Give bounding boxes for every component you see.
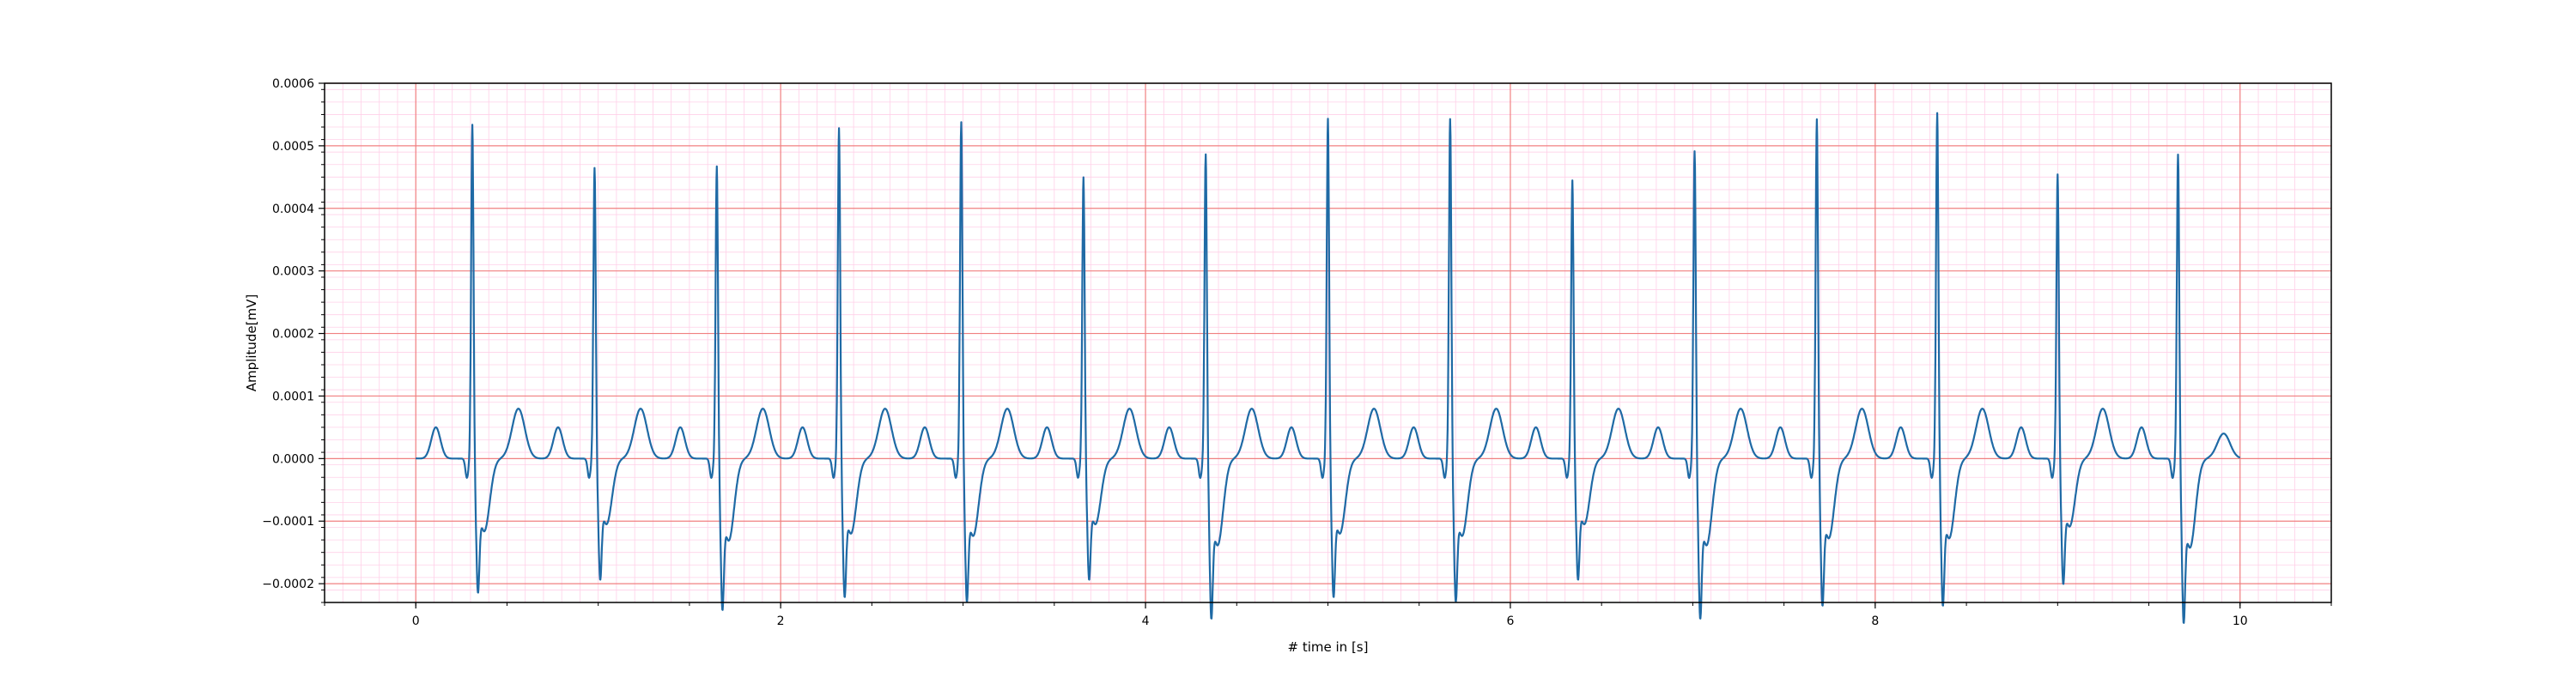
- y-tick-label: 0.0003: [272, 265, 314, 279]
- y-axis-label: Amplitude[mV]: [244, 294, 259, 391]
- x-tick-label: 2: [777, 614, 785, 628]
- x-tick-label: 8: [1871, 614, 1879, 628]
- y-axis-ticks: −0.0002 −0.0001 0.0000 0.0001 0.0002 0.0003 0.…: [262, 77, 325, 603]
- x-tick-label: 10: [2233, 614, 2248, 628]
- y-tick-label: 0.0006: [272, 77, 314, 91]
- y-tick-label: 0.0000: [272, 452, 314, 466]
- y-tick-label: 0.0004: [272, 203, 314, 216]
- series-line-ecg: [415, 112, 2241, 624]
- y-tick-label: 0.0001: [272, 390, 314, 403]
- x-axis-label: # time in [s]: [1288, 639, 1369, 655]
- y-tick-label: 0.0002: [272, 328, 314, 342]
- y-tick-label: 0.0005: [272, 140, 314, 154]
- x-tick-label: 6: [1506, 614, 1514, 628]
- x-axis-ticks: 0 2 4 6 8 10: [324, 602, 2332, 628]
- x-tick-label: 0: [412, 614, 420, 628]
- y-tick-label: −0.0001: [262, 515, 314, 529]
- x-tick-label: 4: [1142, 614, 1150, 628]
- y-tick-label: −0.0002: [262, 578, 314, 591]
